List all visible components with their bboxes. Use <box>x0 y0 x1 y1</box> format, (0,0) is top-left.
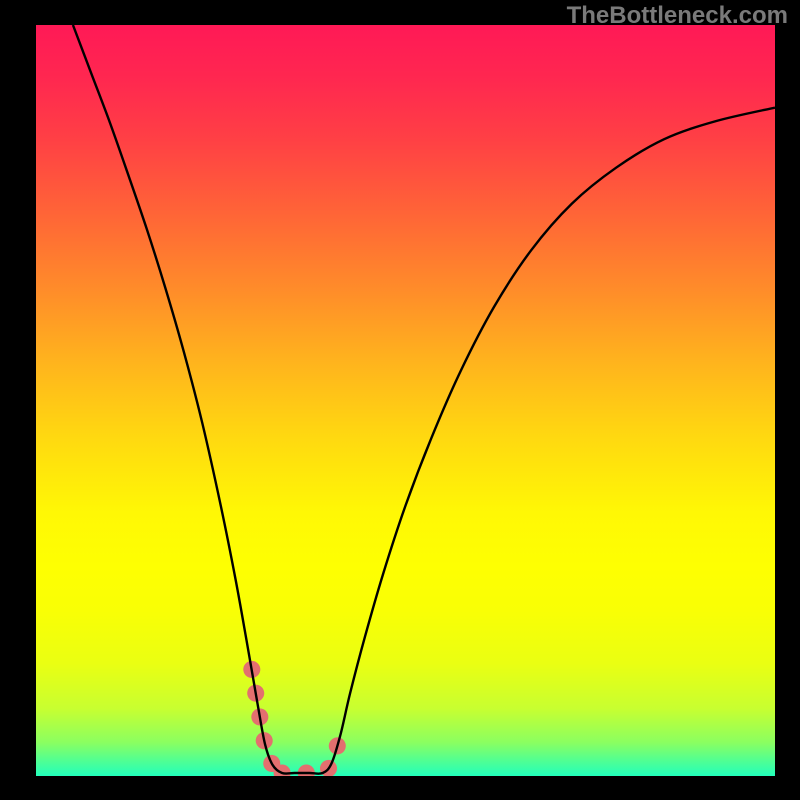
chart-curves <box>36 25 775 776</box>
highlight-segment-right <box>282 740 339 774</box>
bottleneck-curve <box>73 25 775 774</box>
plot-area <box>36 25 775 776</box>
highlight-segment-left <box>252 669 282 773</box>
watermark-text: TheBottleneck.com <box>567 2 788 30</box>
